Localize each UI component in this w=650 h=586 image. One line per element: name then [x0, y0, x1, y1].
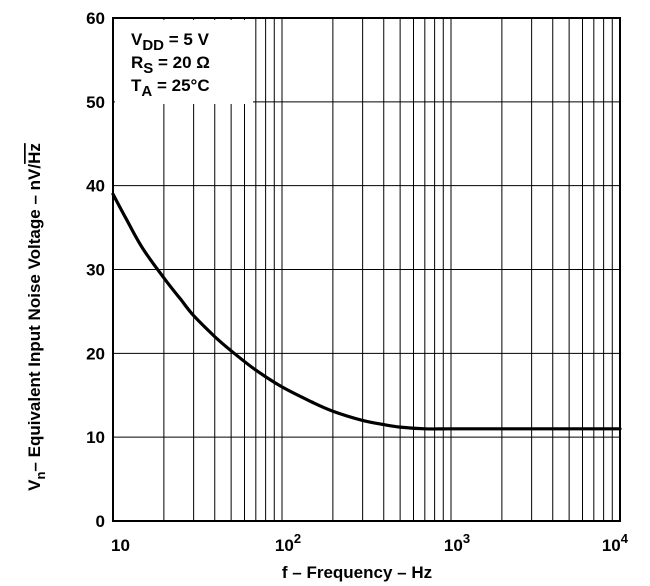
x-tick-label: 10: [111, 536, 130, 555]
condition-line: TA = 25°C: [131, 76, 210, 100]
y-tick-label: 20: [86, 344, 105, 363]
svg-text:Vn– Equivalent Input Noise Vol: Vn– Equivalent Input Noise Voltage – nV/…: [25, 143, 48, 491]
annotation-background: [115, 20, 253, 104]
condition-line: VDD = 5 V: [131, 30, 210, 54]
x-tick-label: 104: [602, 531, 629, 555]
noise-curve: [111, 192, 622, 431]
data-series: [111, 192, 622, 431]
y-tick-labels: 0 10 20 30 40 50 60: [86, 9, 105, 531]
x-axis-title: f – Frequency – Hz: [282, 563, 432, 582]
x-tick-label: 103: [444, 531, 470, 555]
y-axis-title-main: V: [25, 479, 44, 491]
y-axis-title-radical: Hz: [25, 143, 44, 164]
x-tick-labels: 10 102 103 104: [111, 531, 629, 555]
conditions-annotation: VDD = 5 VRS = 20 ΩTA = 25°C: [131, 30, 210, 100]
x-tick-label: 102: [275, 531, 301, 555]
y-axis-title-rest: – Equivalent Input Noise Voltage – nV/: [25, 164, 44, 472]
y-axis-title-sub: n: [33, 472, 48, 480]
plot-frame: [112, 17, 621, 522]
condition-line: RS = 20 Ω: [131, 53, 210, 77]
y-tick-label: 40: [86, 177, 105, 196]
y-tick-label: 50: [86, 93, 105, 112]
y-tick-label: 30: [86, 261, 105, 280]
y-axis-title: Vn– Equivalent Input Noise Voltage – nV/…: [25, 143, 48, 491]
y-tick-label: 60: [86, 9, 105, 28]
y-tick-label: 10: [86, 428, 105, 447]
y-tick-label: 0: [96, 512, 105, 531]
